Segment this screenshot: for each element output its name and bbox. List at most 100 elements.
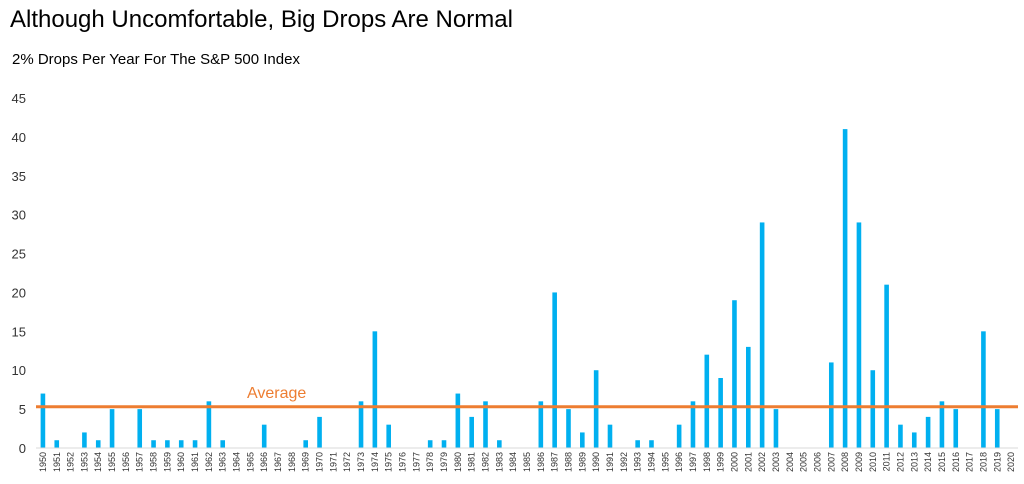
y-tick-label: 20 <box>12 285 26 300</box>
x-tick-label: 2012 <box>895 452 905 472</box>
x-tick-label: 1988 <box>563 452 573 472</box>
x-tick-label: 2020 <box>1006 452 1016 472</box>
x-tick-label: 2007 <box>826 452 836 472</box>
x-tick-label: 1976 <box>398 452 408 472</box>
x-tick-label: 2006 <box>812 452 822 472</box>
x-tick-label: 1964 <box>232 452 242 472</box>
x-tick-label: 1966 <box>259 452 269 472</box>
x-tick-label: 1992 <box>619 452 629 472</box>
bar-1981 <box>469 416 474 448</box>
x-tick-label: 1958 <box>149 452 159 472</box>
x-tick-label: 1953 <box>79 452 89 472</box>
x-tick-label: 1961 <box>190 452 200 472</box>
x-tick-label: 2003 <box>771 452 781 472</box>
y-tick-label: 5 <box>19 402 26 417</box>
bar-1958 <box>151 440 156 448</box>
bar-1991 <box>607 424 613 448</box>
x-tick-label: 2013 <box>909 452 919 472</box>
bar-2002 <box>759 222 765 448</box>
y-tick-label: 10 <box>12 363 26 378</box>
x-tick-label: 1967 <box>273 452 283 472</box>
x-tick-label: 2000 <box>729 452 739 472</box>
x-tick-label: 2018 <box>978 452 988 472</box>
bar-2015 <box>939 401 945 448</box>
bar-1993 <box>635 440 640 448</box>
bar-1957 <box>137 409 143 448</box>
x-tick-label: 1979 <box>439 452 449 472</box>
x-tick-label: 1952 <box>66 452 76 472</box>
y-tick-label: 45 <box>12 91 26 106</box>
bar-1979 <box>441 440 447 448</box>
x-tick-label: 1996 <box>674 452 684 472</box>
y-tick-label: 40 <box>12 130 26 145</box>
bar-2003 <box>773 409 779 448</box>
bar-1962 <box>206 401 212 448</box>
x-tick-label: 1985 <box>522 452 532 472</box>
bar-2018 <box>981 331 986 448</box>
bar-1998 <box>704 354 710 448</box>
x-tick-label: 1977 <box>411 452 421 472</box>
x-tick-label: 1973 <box>356 452 366 472</box>
x-tick-label: 1980 <box>453 452 463 472</box>
x-tick-label: 1974 <box>370 452 380 472</box>
x-tick-label: 1971 <box>328 452 338 472</box>
x-tick-label: 2002 <box>757 452 767 472</box>
bar-2001 <box>746 346 751 448</box>
y-axis-ticks: 0 5 10 15 20 25 30 35 40 45 <box>12 91 26 456</box>
x-tick-label: 1962 <box>204 452 214 472</box>
bar-1996 <box>676 424 682 448</box>
bar-1999 <box>718 378 723 448</box>
x-tick-label: 1993 <box>633 452 643 472</box>
bar-2010 <box>870 370 876 448</box>
bar-1951 <box>54 440 60 448</box>
x-tick-label: 1970 <box>315 452 325 472</box>
x-tick-label: 2019 <box>992 452 1002 472</box>
average-label: Average <box>247 385 306 402</box>
x-tick-label: 1987 <box>550 452 560 472</box>
x-tick-label: 1975 <box>384 452 394 472</box>
x-tick-label: 1954 <box>93 452 103 472</box>
bar-1974 <box>372 331 378 448</box>
bar-1963 <box>220 440 226 448</box>
bar-2014 <box>925 416 931 448</box>
bar-1982 <box>483 401 488 448</box>
x-tick-label: 1955 <box>107 452 117 472</box>
x-tick-label: 1995 <box>660 452 670 472</box>
x-tick-label: 1983 <box>494 452 504 472</box>
bar-1959 <box>165 440 170 448</box>
bar-2013 <box>911 432 917 448</box>
y-tick-label: 30 <box>12 208 26 223</box>
x-tick-label: 1986 <box>536 452 546 472</box>
x-tick-label: 1963 <box>218 452 228 472</box>
bar-1970 <box>317 416 322 448</box>
bar-1983 <box>497 440 502 448</box>
x-tick-label: 1981 <box>467 452 477 472</box>
bar-1954 <box>95 440 101 448</box>
chart-title: Although Uncomfortable, Big Drops Are No… <box>10 6 513 33</box>
x-tick-label: 2011 <box>882 452 892 471</box>
bar-1966 <box>261 424 267 448</box>
x-tick-label: 2014 <box>923 452 933 472</box>
x-tick-label: 2017 <box>965 452 975 472</box>
x-tick-label: 1978 <box>425 452 435 472</box>
bar-2008 <box>842 129 848 449</box>
bar-series <box>40 129 1000 449</box>
x-tick-label: 1982 <box>481 452 491 472</box>
x-tick-label: 1998 <box>702 452 712 472</box>
x-tick-label: 1956 <box>121 452 131 472</box>
x-tick-label: 1994 <box>646 452 656 472</box>
x-axis-ticks: 1950 1951 1952 1953 1954 1955 1956 1957 1958 1959… <box>38 452 1016 472</box>
bar-1980 <box>455 393 461 448</box>
x-tick-label: 1968 <box>287 452 297 472</box>
bar-2016 <box>953 409 959 448</box>
x-tick-label: 1965 <box>245 452 255 472</box>
y-tick-label: 35 <box>12 169 26 184</box>
bar-1990 <box>593 370 599 448</box>
bar-1989 <box>580 432 585 448</box>
x-tick-label: 2005 <box>799 452 809 472</box>
bar-2019 <box>994 409 1000 448</box>
x-tick-label: 1991 <box>605 452 615 472</box>
bar-1961 <box>192 440 198 448</box>
x-tick-label: 1984 <box>508 452 518 472</box>
bar-1953 <box>82 432 87 448</box>
